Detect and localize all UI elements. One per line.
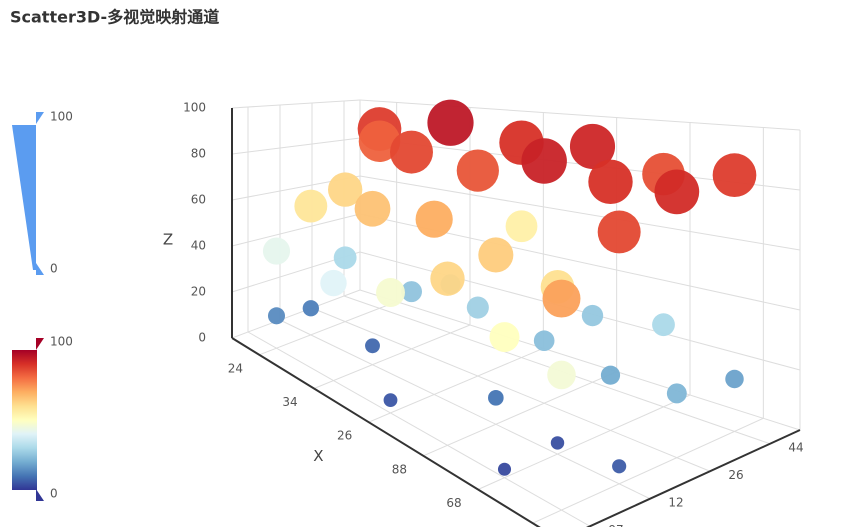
- point: [358, 120, 401, 162]
- color-legend: [12, 350, 37, 490]
- size-legend-max: 100: [50, 110, 73, 124]
- grid-line: [231, 137, 361, 155]
- size-handle: [36, 263, 44, 275]
- y-tick-label: 12: [668, 495, 683, 509]
- point: [600, 365, 621, 385]
- y-tick-label: 97: [608, 523, 623, 527]
- point: [652, 313, 675, 337]
- z-tick-label: 20: [191, 285, 206, 299]
- point: [654, 169, 700, 215]
- grid-line: [313, 324, 471, 389]
- point: [550, 436, 565, 450]
- x-tick-label: 68: [446, 496, 461, 510]
- point: [262, 237, 291, 265]
- point: [427, 99, 474, 146]
- y-axis-line: [585, 429, 801, 527]
- point: [267, 307, 286, 325]
- grid-line: [311, 307, 711, 472]
- grid-line: [368, 347, 544, 423]
- point: [333, 246, 357, 270]
- point: [497, 462, 512, 476]
- point: [533, 330, 555, 352]
- z-tick-label: 80: [191, 147, 206, 161]
- point: [430, 261, 465, 296]
- z-tick-label: 40: [191, 239, 206, 253]
- point: [354, 190, 391, 227]
- color-legend-min: 0: [50, 487, 58, 501]
- x-axis-name: X: [313, 447, 323, 465]
- point: [478, 237, 514, 273]
- x-tick-label: 88: [392, 462, 407, 476]
- point: [320, 269, 347, 297]
- color-handle: [36, 489, 44, 501]
- point: [542, 279, 581, 318]
- grid-line: [359, 289, 801, 431]
- point: [547, 360, 576, 390]
- y-tick-label: 44: [788, 440, 803, 454]
- point: [376, 278, 405, 307]
- point: [390, 130, 433, 174]
- z-axis-name: Z: [163, 231, 173, 249]
- point: [588, 159, 633, 205]
- x-tick-label: 26: [337, 429, 352, 443]
- size-legend-min: 0: [50, 262, 58, 276]
- z-tick-label: 100: [183, 101, 206, 115]
- color-legend-max: 100: [50, 335, 73, 349]
- grid-line: [231, 99, 361, 109]
- point: [725, 369, 744, 389]
- point: [581, 304, 604, 327]
- point: [666, 383, 687, 404]
- point: [294, 189, 328, 223]
- x-tick-label: 24: [228, 361, 243, 375]
- grid-line: [359, 175, 801, 251]
- grid-line: [532, 417, 764, 524]
- point: [597, 210, 641, 254]
- point: [521, 138, 567, 184]
- point: [302, 300, 319, 317]
- grid-line: [359, 99, 801, 131]
- grid-line: [231, 289, 361, 339]
- point: [415, 200, 453, 238]
- grid-line: [279, 319, 651, 500]
- z-tick-label: 60: [191, 193, 206, 207]
- y-tick-label: 26: [728, 468, 743, 482]
- grid-line: [247, 331, 591, 527]
- point: [456, 149, 499, 192]
- point: [489, 322, 520, 353]
- point: [365, 338, 380, 354]
- color-handle: [36, 338, 44, 350]
- point: [569, 123, 616, 169]
- point: [505, 210, 538, 243]
- grid-line: [477, 394, 691, 490]
- point: [466, 296, 489, 319]
- point: [612, 459, 627, 474]
- point: [383, 393, 398, 408]
- point: [488, 390, 504, 406]
- point: [712, 153, 757, 197]
- grid-line: [259, 301, 397, 356]
- x-tick-label: 34: [282, 395, 297, 409]
- z-tick-label: 0: [198, 331, 206, 345]
- grid-line: [423, 371, 617, 457]
- point: [401, 281, 422, 303]
- point: [328, 172, 363, 207]
- size-handle: [36, 112, 44, 124]
- x-axis-line: [231, 337, 541, 527]
- grid-line: [231, 213, 361, 247]
- chart-title: Scatter3D-多视觉映射通道: [10, 8, 219, 27]
- size-legend: [12, 125, 36, 270]
